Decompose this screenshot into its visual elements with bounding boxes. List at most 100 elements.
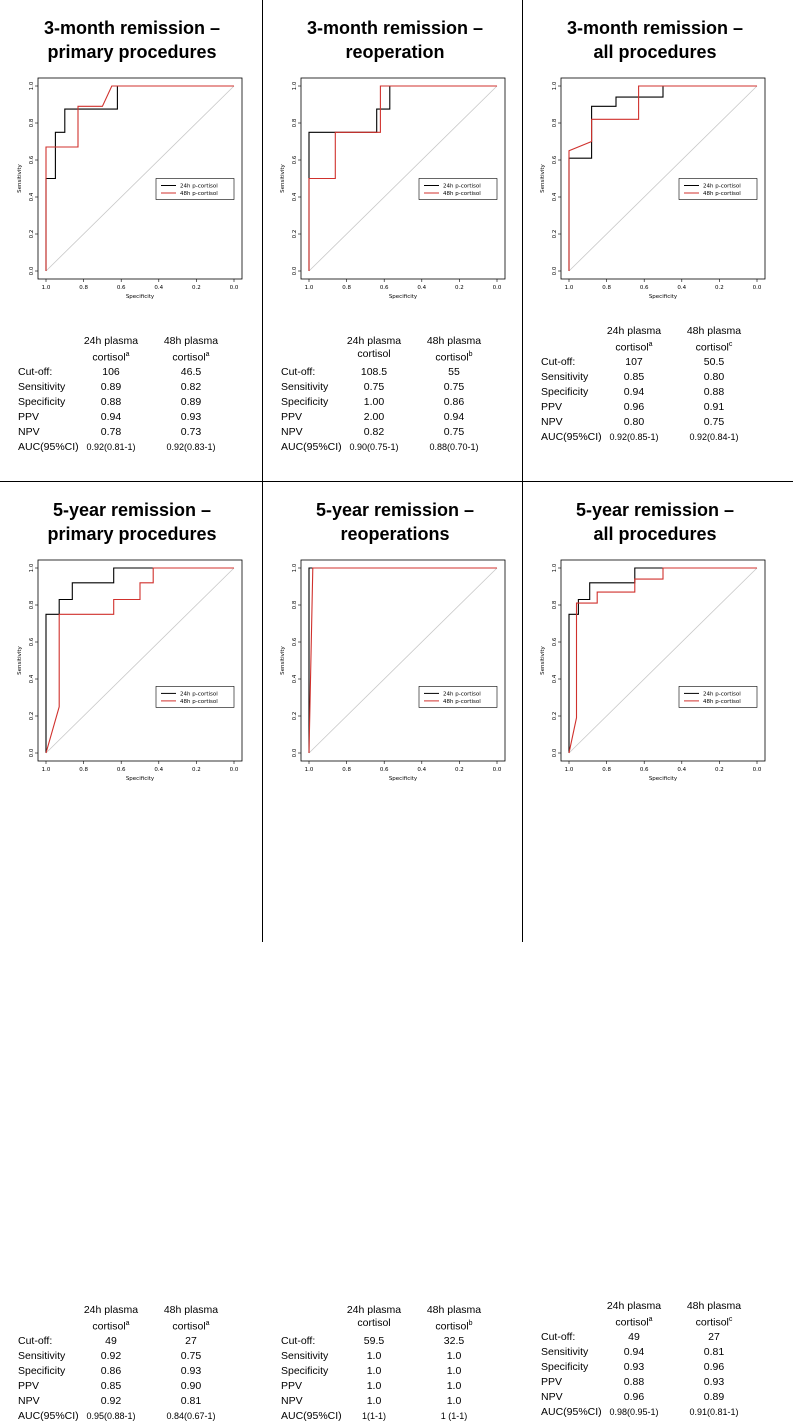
stats-value-48h: 0.93 (180, 411, 202, 423)
plot-frame (560, 559, 766, 762)
stats-row: PPV 0.94 0.93 (18, 410, 258, 425)
stats-row: PPV 1.0 1.0 (281, 1379, 521, 1394)
y-tick-label: 0.6 (29, 155, 35, 164)
stats-value-48h: 0.93 (180, 1365, 202, 1377)
y-tick-label: 0.0 (552, 266, 558, 275)
stats-label: Sensitivity (18, 1350, 66, 1362)
x-tick-label: 0.4 (417, 285, 426, 291)
y-tick-label: 0.2 (29, 712, 35, 721)
stats-header-line: cortisol (339, 348, 409, 361)
stats-header-line: 24h plasma (606, 325, 662, 337)
x-tick-label: 0.0 (753, 285, 762, 291)
panel-title-line: reoperation (345, 42, 445, 62)
footnote-marker: b (468, 1320, 473, 1327)
stats-row: Sensitivity 0.89 0.82 (18, 380, 258, 395)
stats-value-48h: 27 (708, 1331, 720, 1343)
legend-entry: 24h p-cortisol (443, 691, 481, 697)
stats-value-24h: 1(1-1) (361, 1411, 386, 1421)
stats-value-48h: 0.91(0.81-1) (689, 1407, 739, 1417)
y-tick-label: 0.4 (552, 674, 558, 683)
y-tick-label: 0.8 (292, 600, 298, 609)
y-tick-label: 0.8 (29, 118, 35, 127)
x-axis-label: Specificity (126, 294, 155, 300)
stats-value-48h: 0.91 (703, 401, 725, 413)
stats-row: AUC(95%CI) 1(1-1) 1 (1-1) (281, 1409, 521, 1424)
y-axis-label: Sensitivity (540, 163, 546, 192)
panel-title-line: 3-month remission – (43, 18, 221, 38)
x-tick-label: 0.8 (602, 285, 611, 291)
stats-value-48h: 0.75 (443, 381, 465, 393)
roc-panel: 5-year remission – reoperations 1.0 0.8 0.6 0… (263, 482, 527, 1422)
footnote-marker: a (648, 341, 653, 348)
stats-label: AUC(95%CI) (281, 441, 342, 453)
stats-label: NPV (541, 416, 563, 428)
legend-box (678, 178, 758, 200)
stats-header-line: cortisola (599, 338, 669, 355)
stats-header-line: cortisola (599, 1313, 669, 1330)
stats-value-24h: 0.92 (100, 1350, 122, 1362)
stats-row: Cut-off: 49 27 (541, 1330, 781, 1345)
y-tick-label: 0.6 (552, 637, 558, 646)
x-tick-label: 0.4 (417, 767, 426, 773)
footnote-marker: a (125, 1320, 130, 1327)
stats-label: AUC(95%CI) (18, 1410, 79, 1422)
y-axis-label: Sensitivity (280, 645, 286, 674)
stats-header-24h: 24h plasma cortisola (599, 1300, 669, 1330)
x-tick-label: 0.8 (342, 285, 351, 291)
chance-diagonal (568, 85, 758, 272)
panel-title-line: primary procedures (47, 524, 217, 544)
stats-value-48h: 0.89 (180, 396, 202, 408)
stats-value-24h: 0.93 (623, 1361, 645, 1373)
x-tick-label: 0.2 (715, 767, 724, 773)
stats-value-48h: 0.96 (703, 1361, 725, 1373)
stats-value-48h: 1.0 (446, 1395, 462, 1407)
y-tick-label: 1.0 (29, 563, 35, 572)
stats-label: Cut-off: (18, 366, 53, 378)
y-tick-label: 0.8 (552, 600, 558, 609)
stats-value-48h: 0.82 (180, 381, 202, 393)
stats-value-24h: 108.5 (360, 366, 388, 378)
stats-value-48h: 1 (1-1) (440, 1411, 468, 1421)
stats-row: AUC(95%CI) 0.92(0.81-1) 0.92(0.83-1) (18, 440, 258, 455)
stats-row: NPV 0.80 0.75 (541, 415, 781, 430)
panel-title-line: all procedures (593, 42, 717, 62)
stats-value-48h: 0.81 (180, 1395, 202, 1407)
x-tick-label: 0.6 (640, 767, 649, 773)
stats-value-24h: 49 (628, 1331, 640, 1343)
stats-value-48h: 1.0 (446, 1380, 462, 1392)
stats-row: Cut-off: 106 46.5 (18, 365, 258, 380)
plot-frame (37, 559, 243, 762)
y-axis-label: Sensitivity (280, 163, 286, 192)
footnote-marker: a (205, 1320, 210, 1327)
stats-row: NPV 1.0 1.0 (281, 1394, 521, 1409)
stats-header-24h: 24h plasma cortisola (599, 325, 669, 355)
y-tick-label: 0.4 (292, 192, 298, 201)
stats-row: AUC(95%CI) 0.90(0.75-1) 0.88(0.70-1) (281, 440, 521, 455)
stats-value-24h: 0.82 (363, 426, 385, 438)
stats-value-24h: 0.96 (623, 1391, 645, 1403)
legend-entry: 24h p-cortisol (180, 184, 218, 190)
stats-row: Specificity 0.93 0.96 (541, 1360, 781, 1375)
y-tick-label: 0.0 (292, 266, 298, 275)
stats-row: Sensitivity 0.85 0.80 (541, 370, 781, 385)
y-axis-label: Sensitivity (540, 645, 546, 674)
stats-value-24h: 1.0 (366, 1350, 382, 1362)
panel-title-line: 5-year remission – (315, 500, 475, 520)
stats-label: AUC(95%CI) (541, 1406, 602, 1418)
roc-plot: 1.0 0.8 0.6 0.4 0.2 0.0 0.0 0.2 0.4 0.6 0.8 1.0 Spec… (280, 77, 506, 300)
y-tick-label: 0.0 (29, 266, 35, 275)
plot-frame (300, 77, 506, 280)
legend-entry: 24h p-cortisol (703, 184, 741, 190)
stats-value-48h: 0.81 (703, 1346, 725, 1358)
x-tick-label: 1.0 (305, 285, 314, 291)
y-tick-label: 0.8 (552, 118, 558, 127)
legend-entry: 24h p-cortisol (703, 691, 741, 697)
stats-header-line: cortisolb (419, 348, 489, 365)
panel-title-line: primary procedures (47, 42, 217, 62)
stats-row: PPV 0.85 0.90 (18, 1379, 258, 1394)
stats-value-24h: 0.92(0.81-1) (86, 442, 136, 452)
stats-row: Cut-off: 49 27 (18, 1334, 258, 1349)
stats-value-48h: 0.73 (180, 426, 202, 438)
stats-header-text: cortisol (615, 1316, 649, 1329)
x-tick-label: 0.6 (380, 767, 389, 773)
